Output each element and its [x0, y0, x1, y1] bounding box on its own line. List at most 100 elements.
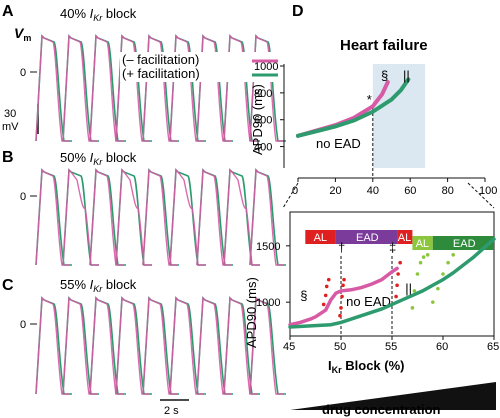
trace-group-c	[35, 296, 286, 395]
trace-no-facilitation	[62, 296, 97, 395]
legend-label-facilitation: (+ facilitation)	[122, 66, 200, 81]
top-chart-no-ead-label: no EAD	[316, 136, 361, 151]
top-chart-section-symbol: §	[381, 68, 388, 83]
panel-label-c: C	[2, 277, 14, 294]
bottom-chart-scatter-point	[321, 302, 326, 307]
bottom-chart-xlabel: IKr Block (%)	[328, 358, 404, 375]
top-chart-ylabel: APD90 (ms)	[250, 84, 265, 155]
bottom-chart: 1000 1500 45 50 55 60 65 AL EAD AL AL EAD † ‡ § || no EA…	[256, 211, 499, 353]
trace-no-facilitation	[142, 168, 177, 266]
bottom-chart-x-tick-label: 50	[334, 341, 346, 353]
legend-background	[120, 52, 290, 82]
bottom-chart-scatter-point	[338, 313, 342, 318]
bottom-chart-x-tick-label: 55	[385, 341, 397, 353]
trace-title-a: 40% IKr block	[60, 6, 137, 23]
drug-concentration-wedge	[290, 382, 496, 410]
bottom-chart-scatter-point	[340, 294, 344, 299]
top-chart-x-tick-label: 80	[442, 185, 454, 197]
trace-no-facilitation	[62, 34, 97, 142]
phase-bar-label: AL	[416, 238, 429, 250]
legend-label-no-facilitation: (– facilitation)	[122, 52, 199, 67]
bottom-chart-scatter-point	[412, 289, 417, 293]
trace-no-facilitation	[196, 168, 231, 266]
bottom-chart-dagger-symbol: †	[338, 240, 345, 255]
bottom-chart-parallel-symbol: ||	[405, 281, 412, 296]
panel-label-a: A	[2, 3, 14, 20]
trace-no-facilitation	[35, 34, 70, 142]
top-chart-y-tick-label: 400	[254, 142, 272, 154]
top-chart-y-tick-label: 1000	[254, 61, 278, 73]
phase-bar-label: EAD	[453, 238, 476, 250]
drug-concentration-label: drug concentration	[322, 402, 441, 417]
trace-no-facilitation	[169, 296, 204, 395]
bottom-chart-y-tick-label: 1500	[256, 241, 280, 253]
top-chart-parallel-symbol: ||	[403, 68, 410, 83]
bottom-chart-scatter-point	[446, 260, 450, 265]
top-chart-star-annotation: *	[367, 92, 372, 107]
trace-no-facilitation	[115, 296, 150, 395]
trace-title-b: 50% IKr block	[60, 150, 137, 167]
phase-bar-ead	[335, 230, 398, 244]
trace-no-facilitation	[35, 168, 70, 266]
bottom-chart-scatter-point	[341, 283, 345, 288]
phase-bar-al	[305, 230, 336, 244]
bottom-chart-scatter-point	[410, 306, 415, 310]
trace-no-facilitation	[249, 168, 284, 266]
phase-bar-al	[397, 230, 413, 244]
trace-no-facilitation	[115, 168, 152, 266]
trace-no-facilitation	[223, 296, 258, 395]
bottom-chart-section-symbol: §	[300, 288, 307, 303]
top-chart-x-tick-label: 20	[329, 185, 341, 197]
trace-no-facilitation	[249, 296, 284, 395]
bottom-chart-scatter-point	[342, 277, 346, 282]
panel-label-d: D	[292, 3, 304, 20]
phase-bar-label: AL	[314, 232, 327, 244]
zoom-connector-right	[467, 182, 495, 209]
bottom-chart-scatter-point	[326, 277, 331, 282]
top-chart: 400 600 800 1000 0 20 40 60 80 100 * no EAD § ||	[254, 61, 497, 197]
bottom-chart-series-facilitation	[288, 237, 496, 329]
bottom-chart-series-no-facilitation	[288, 266, 399, 327]
trace-group-b	[35, 168, 286, 266]
trace-no-facilitation	[169, 168, 206, 266]
bottom-chart-scatter-point	[339, 306, 343, 310]
panel-label-b: B	[2, 149, 14, 166]
top-chart-series-facilitation	[296, 77, 411, 138]
bottom-chart-x-tick-label: 45	[283, 341, 295, 353]
bottom-chart-ylabel: APD90 (ms)	[244, 277, 259, 348]
bottom-chart-scatter-point	[431, 300, 435, 304]
trace-no-facilitation	[62, 168, 99, 266]
bottom-chart-x-tick-label: 60	[436, 341, 448, 353]
trace-no-facilitation	[89, 168, 124, 266]
bottom-chart-y-tick-label: 1000	[256, 297, 280, 309]
zero-label-c: 0	[20, 319, 26, 331]
bottom-chart-double-dagger-symbol: ‡	[389, 240, 396, 255]
phase-bar-label: EAD	[356, 232, 379, 244]
top-chart-y-tick-label: 800	[254, 88, 272, 100]
scale-voltage-value: 30	[4, 108, 16, 120]
phase-bar-al	[412, 236, 433, 250]
phase-bar-label: AL	[398, 232, 411, 244]
scale-time-label: 2 s	[164, 405, 179, 417]
trace-no-facilitation	[35, 296, 70, 395]
zero-label-b: 0	[20, 191, 26, 203]
top-chart-title: Heart failure	[340, 37, 428, 54]
bottom-chart-scatter-point	[418, 260, 423, 265]
trace-title-c: 55% IKr block	[60, 277, 137, 294]
top-chart-x-tick-label: 0	[292, 185, 298, 197]
bottom-chart-scatter-point	[415, 272, 420, 276]
bottom-chart-scatter-point	[396, 272, 400, 276]
trace-no-facilitation	[142, 296, 177, 395]
bottom-chart-no-ead-label: no EAD	[346, 294, 391, 309]
bottom-chart-scatter-point	[324, 284, 329, 289]
bottom-chart-scatter-point	[441, 272, 445, 276]
top-chart-x-tick-label: 40	[367, 185, 379, 197]
top-chart-shaded-region	[372, 64, 426, 168]
top-chart-x-tick-label: 100	[479, 185, 497, 197]
bottom-chart-scatter-point	[323, 293, 328, 298]
vm-label: Vm	[14, 25, 31, 43]
trace-no-facilitation	[89, 296, 124, 395]
phase-bar-ead	[432, 236, 494, 250]
zero-label-a: 0	[20, 67, 26, 79]
